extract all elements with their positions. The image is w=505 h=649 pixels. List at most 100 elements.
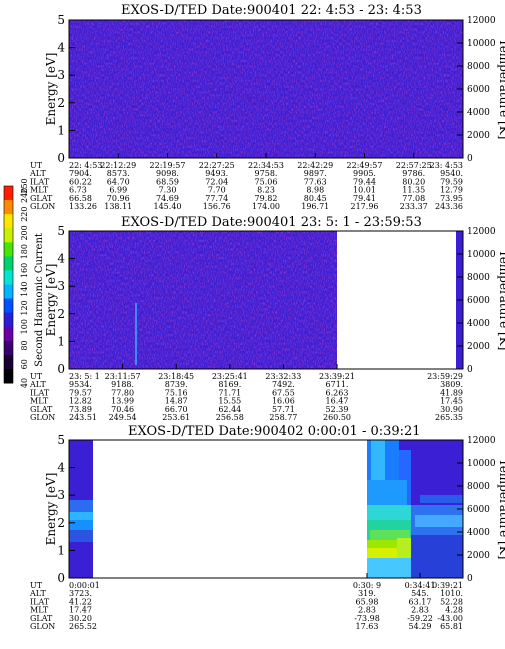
y2-tick-label: 10000: [467, 459, 496, 469]
y-tick-label: 2: [57, 516, 65, 530]
y-tick-label: 3: [57, 68, 65, 82]
orbit-cell: 14.87: [165, 397, 188, 406]
orbit-cell: 23:39:21: [319, 372, 355, 381]
orbit-cell: 72.04: [205, 177, 228, 186]
y2-tick-label: 8000: [467, 482, 490, 492]
colorbar-swatch: [4, 298, 13, 314]
orbit-cell: 6711.: [326, 380, 349, 389]
orbit-cell: 23: 4:53: [430, 161, 463, 170]
orbit-cell: 23: 5: 1: [69, 372, 100, 381]
y2-tick-label: 6000: [467, 505, 490, 515]
orbit-row-label: ILAT: [30, 597, 50, 606]
y2-tick-label: 0: [467, 574, 473, 584]
colorbar-tick-label: 120: [20, 300, 29, 315]
orbit-cell: 8.23: [257, 186, 275, 195]
orbit-cell: 77.08: [402, 194, 425, 203]
panel-2: EXOS-D/TED Date:900401 23: 5: 1 - 23:59:…: [29, 215, 505, 422]
orbit-row-label: ALT: [29, 169, 46, 178]
orbit-cell: 7492.: [272, 380, 295, 389]
y2-tick-label: 2000: [467, 551, 490, 561]
orbit-cell: 17.63: [356, 622, 379, 631]
y-tick-label: 1: [57, 543, 65, 557]
y-tick-label: 5: [57, 224, 65, 238]
orbit-cell: 9098.: [156, 169, 179, 178]
y-tick-label: 4: [57, 41, 65, 55]
y2-tick-label: 12000: [467, 227, 496, 237]
orbit-cell: 7.30: [159, 186, 177, 195]
orbit-cell: 77.63: [304, 177, 327, 186]
orbit-cell: 79.82: [255, 194, 278, 203]
orbit-cell: 260.50: [323, 413, 351, 422]
panel-3-y-ticks: 0 1 2 3 4 5: [57, 433, 75, 585]
y2-tick-label: 12000: [467, 436, 496, 446]
y-tick-label: 5: [57, 13, 65, 27]
colorbar-frame: [3, 185, 14, 384]
orbit-cell: 79.44: [353, 177, 376, 186]
orbit-cell: 9758.: [255, 169, 278, 178]
orbit-cell: 4.28: [445, 606, 463, 615]
orbit-cell: 8169.: [218, 380, 241, 389]
panel-3-y-axis-label: Energy [eV]: [44, 473, 58, 546]
colorbar-swatch: [4, 256, 13, 271]
y-tick-label: 3: [57, 279, 65, 293]
orbit-cell: 66.58: [69, 194, 92, 203]
orbit-cell: 0:30: 9: [353, 581, 381, 590]
orbit-cell: 54.29: [409, 622, 432, 631]
orbit-cell: 1010.: [440, 589, 463, 598]
orbit-cell: 65.98: [356, 597, 379, 606]
orbit-cell: 9534.: [69, 380, 92, 389]
orbit-cell: 253.61: [162, 413, 190, 422]
orbit-cell: 75.06: [255, 177, 278, 186]
y2-tick-label: 6000: [467, 296, 490, 306]
colorbar-tick-label: 250: [20, 178, 29, 193]
orbit-cell: 8.98: [306, 186, 324, 195]
panel-3-segment-left: [69, 440, 93, 578]
orbit-cell: 145.40: [154, 202, 182, 211]
orbit-cell: 0:39:21: [432, 581, 463, 590]
orbit-cell: 9905.: [353, 169, 376, 178]
orbit-cell: 16.06: [272, 397, 295, 406]
panel-1: EXOS-D/TED Date:900401 22: 4:53 - 23: 4:…: [29, 3, 505, 211]
y2-tick-label: 8000: [467, 62, 490, 72]
orbit-cell: 9540.: [440, 169, 463, 178]
y2-tick-label: 12000: [467, 16, 496, 26]
colorbar-tick-label: 220: [20, 207, 29, 222]
colorbar-tick-label: 40: [20, 378, 29, 388]
colorbar-tick-label: 100: [20, 319, 29, 334]
colorbar-swatch: [4, 200, 13, 215]
orbit-cell: 73.95: [440, 194, 463, 203]
orbit-cell: 63.17: [409, 597, 432, 606]
orbit-row-label: MLT: [30, 606, 49, 615]
colorbar-tick-label: 200: [20, 225, 29, 240]
orbit-cell: 265.35: [435, 413, 463, 422]
orbit-cell: 22:34:53: [248, 161, 284, 170]
orbit-cell: 17.45: [440, 397, 463, 406]
orbit-cell: 66.70: [165, 405, 188, 414]
colorbar-swatch: [4, 354, 13, 370]
panel-3-y2-ticks: 0 2000 4000 6000 8000 10000 12000: [457, 436, 496, 584]
panel-3-y2-axis-label: Temperature [K]: [497, 459, 505, 560]
colorbar-swatch: [4, 340, 13, 356]
orbit-cell: 9786.: [402, 169, 425, 178]
colorbar-swatch: [4, 368, 13, 384]
orbit-cell: 67.55: [272, 388, 295, 397]
orbit-cell: 22:27:25: [199, 161, 235, 170]
colorbar-label: Second Harmonic Current: [34, 233, 45, 367]
orbit-row-label: UT: [30, 372, 43, 381]
colorbar-swatch: [4, 242, 13, 257]
orbit-cell: 60.22: [69, 177, 92, 186]
orbit-cell: 15.55: [218, 397, 241, 406]
orbit-cell: 3809.: [440, 380, 463, 389]
orbit-row-label: UT: [30, 581, 43, 590]
orbit-cell: 8739.: [165, 380, 188, 389]
orbit-cell: 80.45: [304, 194, 327, 203]
orbit-cell: 9897.: [304, 169, 327, 178]
y-tick-label: 0: [57, 151, 65, 165]
panel-1-noise: [69, 20, 463, 158]
colorbar-tick-label: 240: [20, 188, 29, 203]
y-tick-label: 1: [57, 123, 65, 137]
orbit-cell: 196.71: [301, 202, 329, 211]
panel-2-y2-axis-label: Temperature [K]: [497, 250, 505, 351]
y2-tick-label: 0: [467, 154, 473, 164]
panel-1-y2-axis-label: Temperature [K]: [497, 39, 505, 140]
